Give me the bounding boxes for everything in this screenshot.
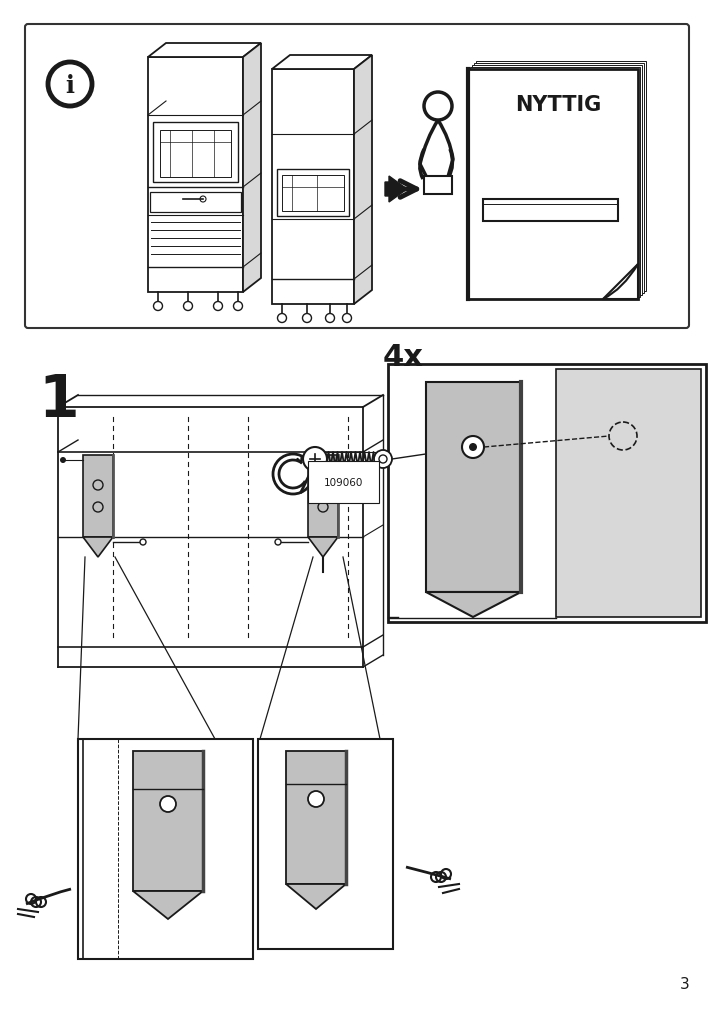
Polygon shape — [474, 64, 644, 294]
FancyArrow shape — [385, 177, 407, 203]
Polygon shape — [603, 265, 638, 299]
Circle shape — [303, 448, 327, 471]
Circle shape — [60, 458, 66, 463]
Circle shape — [326, 314, 334, 324]
Circle shape — [278, 314, 286, 324]
Polygon shape — [83, 538, 113, 557]
Polygon shape — [472, 66, 642, 295]
Polygon shape — [476, 62, 646, 292]
Circle shape — [160, 797, 176, 812]
Circle shape — [374, 451, 392, 468]
Circle shape — [183, 302, 193, 311]
Circle shape — [154, 302, 163, 311]
Polygon shape — [148, 43, 261, 58]
Text: 3: 3 — [680, 976, 690, 991]
Polygon shape — [426, 382, 521, 592]
Polygon shape — [483, 200, 618, 221]
Text: 4x: 4x — [383, 343, 424, 372]
Polygon shape — [83, 456, 113, 538]
Polygon shape — [133, 751, 203, 891]
Text: i: i — [66, 74, 74, 98]
Polygon shape — [556, 370, 701, 618]
Polygon shape — [308, 538, 338, 557]
Polygon shape — [470, 68, 640, 297]
Polygon shape — [272, 56, 372, 70]
Circle shape — [469, 444, 477, 452]
Polygon shape — [153, 123, 238, 183]
Circle shape — [213, 302, 223, 311]
Polygon shape — [286, 751, 346, 885]
Polygon shape — [133, 891, 203, 919]
Circle shape — [343, 314, 351, 324]
Text: 1: 1 — [38, 372, 79, 429]
Circle shape — [303, 314, 311, 324]
Circle shape — [462, 437, 484, 459]
Circle shape — [140, 540, 146, 546]
Polygon shape — [426, 592, 521, 618]
Circle shape — [48, 63, 92, 107]
Polygon shape — [354, 56, 372, 304]
Text: NYTTIG: NYTTIG — [515, 95, 601, 115]
Circle shape — [308, 792, 324, 807]
Text: 109060: 109060 — [323, 477, 363, 487]
Polygon shape — [308, 456, 338, 538]
Circle shape — [233, 302, 243, 311]
Polygon shape — [243, 43, 261, 293]
FancyBboxPatch shape — [25, 25, 689, 329]
Polygon shape — [424, 177, 452, 195]
Polygon shape — [277, 170, 349, 216]
Polygon shape — [286, 885, 346, 909]
Circle shape — [275, 540, 281, 546]
Polygon shape — [468, 70, 638, 299]
